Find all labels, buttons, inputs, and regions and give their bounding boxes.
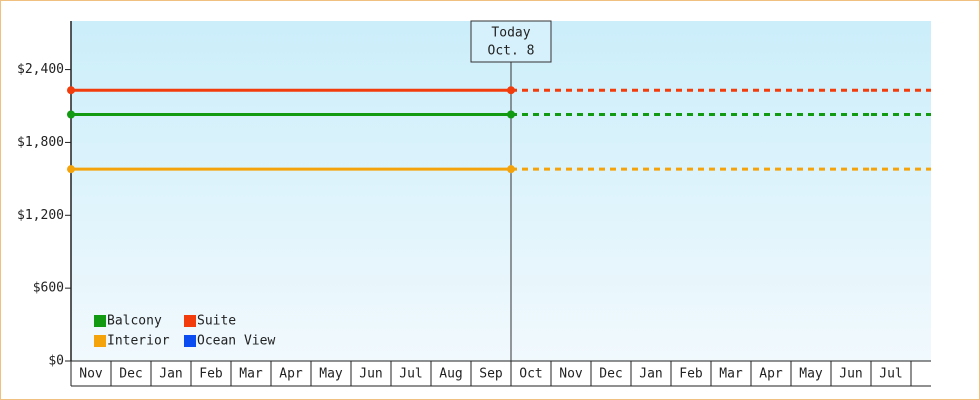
x-tick-label: Jan bbox=[639, 367, 662, 382]
x-tick-label: Sep bbox=[479, 367, 503, 382]
x-tick-label: Nov bbox=[79, 367, 103, 382]
x-tick-label: Feb bbox=[679, 367, 703, 382]
y-tick-label: $600 bbox=[33, 281, 64, 296]
legend-label: Ocean View bbox=[197, 334, 275, 349]
x-tick-label: Apr bbox=[759, 367, 783, 382]
x-tick-label: May bbox=[799, 367, 823, 382]
x-tick-label: Dec bbox=[599, 367, 622, 382]
x-tick-label: Jun bbox=[359, 367, 382, 382]
y-tick-label: $2,400 bbox=[17, 62, 64, 77]
y-tick-label: $1,200 bbox=[17, 208, 64, 223]
price-point bbox=[67, 165, 75, 174]
today-date: Oct. 8 bbox=[488, 44, 535, 59]
y-tick-label: $1,800 bbox=[17, 135, 64, 150]
y-tick-label: $0 bbox=[48, 354, 64, 369]
x-tick-label: Jan bbox=[159, 367, 182, 382]
price-point bbox=[507, 86, 515, 95]
today-box bbox=[470, 20, 552, 63]
x-tick-label: Jun bbox=[839, 367, 862, 382]
x-tick-label: Mar bbox=[719, 367, 743, 382]
x-tick-label: Feb bbox=[199, 367, 223, 382]
x-tick-label: Oct bbox=[519, 367, 542, 382]
x-tick-label: Jul bbox=[399, 367, 422, 382]
x-tick-label: Jul bbox=[879, 367, 902, 382]
price-point bbox=[67, 86, 75, 95]
x-tick-label: Dec bbox=[119, 367, 142, 382]
legend-swatch bbox=[184, 335, 196, 347]
x-tick-label: Mar bbox=[239, 367, 263, 382]
legend-label: Balcony bbox=[107, 314, 162, 329]
legend-swatch bbox=[94, 315, 106, 327]
price-point bbox=[507, 165, 515, 174]
legend-label: Interior bbox=[107, 334, 170, 349]
x-tick-label: Apr bbox=[279, 367, 303, 382]
today-label: Today bbox=[491, 26, 530, 41]
legend-swatch bbox=[184, 315, 196, 327]
x-tick-label: Nov bbox=[559, 367, 583, 382]
price-point bbox=[507, 110, 515, 119]
plot-area bbox=[71, 21, 931, 361]
x-tick-label: Aug bbox=[439, 367, 462, 382]
x-tick-label: May bbox=[319, 367, 343, 382]
price-point bbox=[67, 110, 75, 119]
legend-label: Suite bbox=[197, 314, 236, 329]
legend-swatch bbox=[94, 335, 106, 347]
